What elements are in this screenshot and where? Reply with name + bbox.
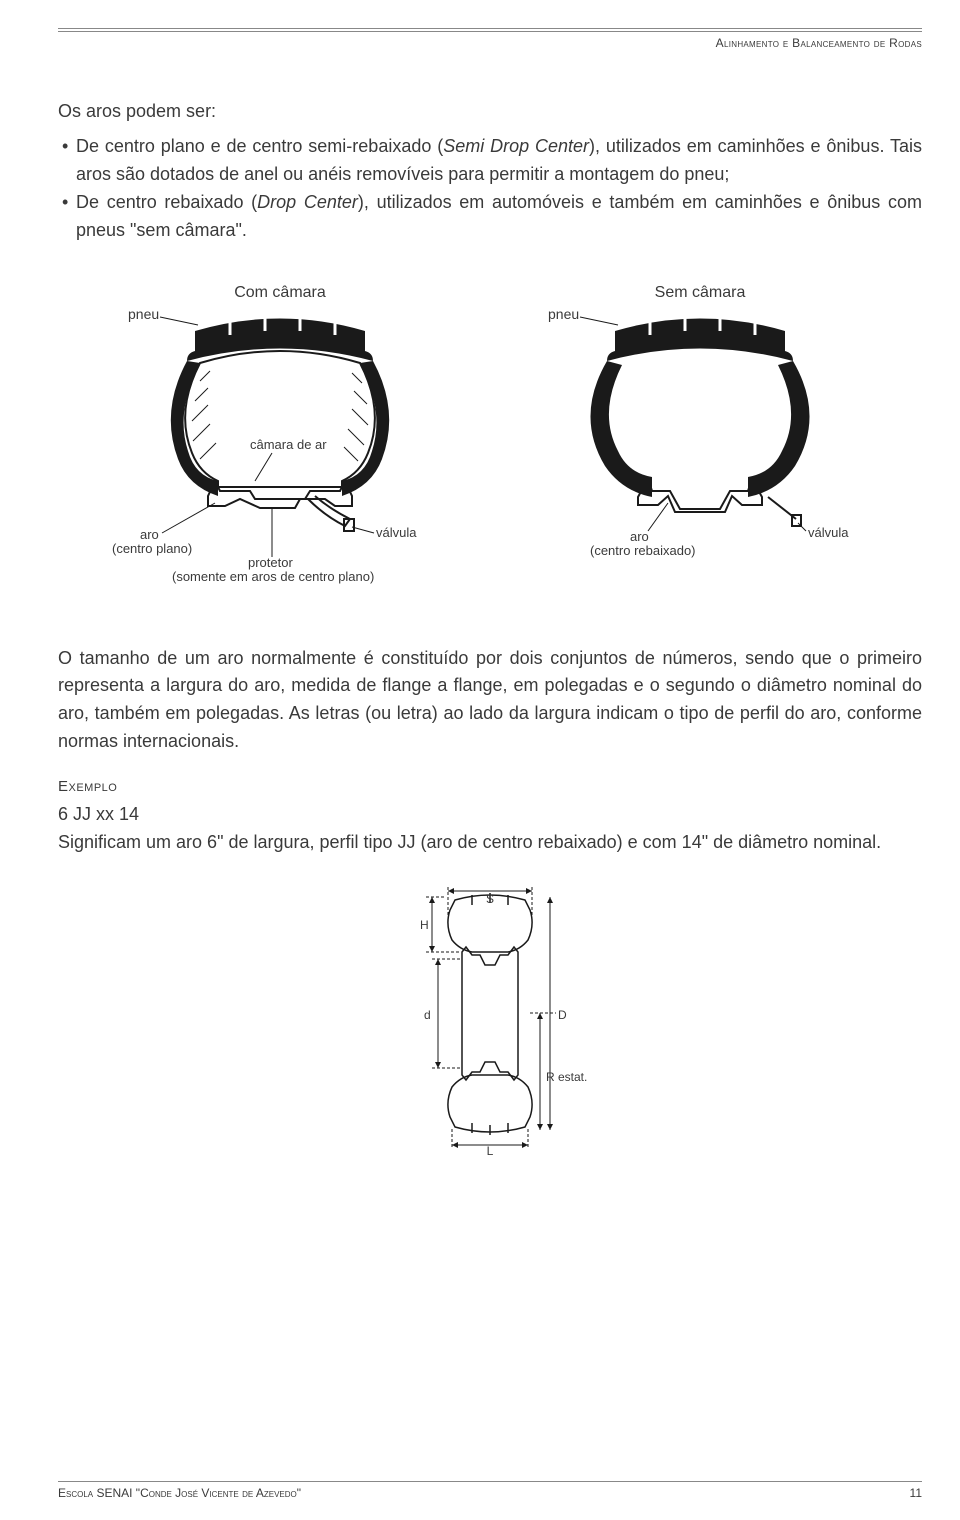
diagram-sem-camara: Sem câmara pneu aro (centro rebaixado) v… — [520, 281, 880, 601]
dim-L: L — [487, 1144, 494, 1155]
dim-H: H — [420, 918, 429, 932]
footer-school: Escola SENAI "Conde José Vicente de Azev… — [58, 1486, 301, 1500]
dim-R: R estat. — [546, 1070, 587, 1084]
bullet-2-pre: De centro rebaixado ( — [76, 192, 257, 212]
bullet-list: De centro plano e de centro semi-rebaixa… — [58, 133, 922, 245]
exemplo-code: 6 JJ xx 14 — [58, 801, 922, 829]
label-pneu-right: pneu — [548, 306, 579, 322]
bullet-1-pre: De centro plano e de centro semi-rebaixa… — [76, 136, 443, 156]
label-protetor-1: protetor — [248, 555, 293, 570]
dimension-diagram: S H d D R estat. L — [58, 885, 922, 1160]
footer: Escola SENAI "Conde José Vicente de Azev… — [58, 1481, 922, 1500]
label-protetor-2: (somente em aros de centro plano) — [172, 569, 374, 584]
exemplo-heading: Exemplo — [58, 778, 922, 795]
bullet-1: De centro plano e de centro semi-rebaixa… — [62, 133, 922, 189]
label-aro-plano-1: aro — [140, 527, 159, 542]
dimension-svg: S H d D R estat. L — [380, 885, 600, 1155]
intro-text: Os aros podem ser: — [58, 98, 922, 125]
right-title: Sem câmara — [655, 284, 746, 301]
header-rule — [58, 28, 922, 32]
label-pneu-left: pneu — [128, 306, 159, 322]
dim-D: D — [558, 1008, 567, 1022]
footer-rule — [58, 1481, 922, 1482]
dim-d: d — [424, 1008, 431, 1022]
tire-sem-camara-svg: Sem câmara pneu aro (centro rebaixado) v… — [520, 281, 880, 601]
label-aro-reb-2: (centro rebaixado) — [590, 543, 696, 558]
tire-com-camara-svg: Com câmara pneu — [100, 281, 460, 601]
diagram-com-camara: Com câmara pneu — [100, 281, 460, 601]
tire-diagram-row: Com câmara pneu — [58, 281, 922, 601]
header-title: Alinhamento e Balanceamento de Rodas — [58, 36, 922, 50]
bullet-2-italic: Drop Center — [257, 192, 358, 212]
label-valvula-l: válvula — [376, 525, 417, 540]
left-title: Com câmara — [234, 284, 326, 301]
bullet-2: De centro rebaixado (Drop Center), utili… — [62, 189, 922, 245]
label-camara: câmara de ar — [250, 437, 327, 452]
label-aro-plano-2: (centro plano) — [112, 541, 192, 556]
label-valvula-r: válvula — [808, 525, 849, 540]
label-aro-reb-1: aro — [630, 529, 649, 544]
bullet-1-italic: Semi Drop Center — [443, 136, 589, 156]
para-tamanho-aro: O tamanho de um aro normalmente é consti… — [58, 645, 922, 757]
dim-S: S — [486, 892, 494, 906]
footer-page: 11 — [910, 1486, 922, 1500]
exemplo-desc: Significam um aro 6" de largura, perfil … — [58, 829, 922, 857]
